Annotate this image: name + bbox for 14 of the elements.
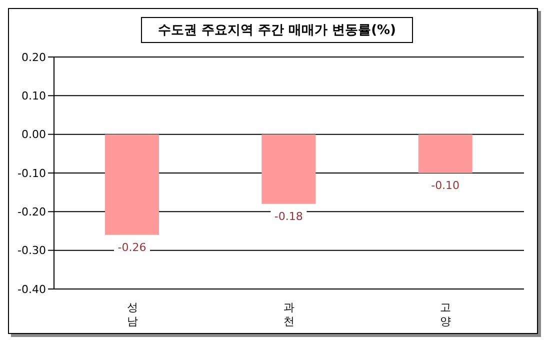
y-tick-label: 0.10 bbox=[22, 90, 46, 103]
x-tick-label: 과천 bbox=[284, 301, 294, 328]
data-label: -0.18 bbox=[274, 210, 303, 223]
chart-title: 수도권 주요지역 주간 매매가 변동률(%) bbox=[141, 17, 413, 43]
y-tick-label: -0.10 bbox=[18, 166, 46, 180]
data-label: -0.26 bbox=[118, 240, 146, 254]
x-tick-label: 고양 bbox=[440, 301, 452, 328]
y-tick-label: -0.30 bbox=[18, 244, 46, 258]
y-tick-label: 0.20 bbox=[22, 50, 46, 64]
y-tick-label: -0.40 bbox=[18, 282, 46, 296]
y-tick-label: 0.00 bbox=[22, 128, 46, 142]
y-tick-label: -0.20 bbox=[18, 206, 46, 219]
x-tick-label: 성남 bbox=[126, 301, 138, 328]
data-label: -0.10 bbox=[431, 179, 460, 192]
